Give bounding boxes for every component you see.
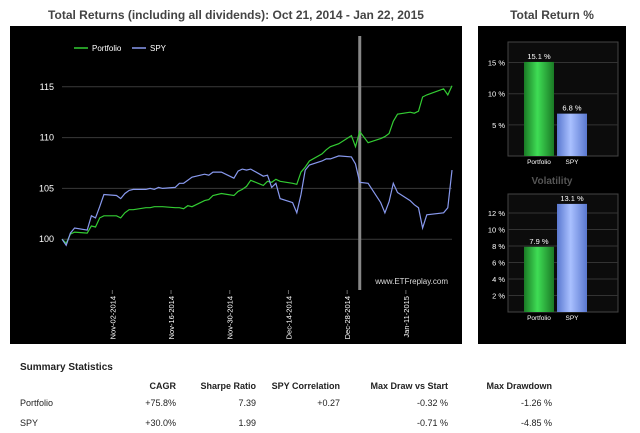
y-tick-label: 10 %	[488, 90, 505, 99]
y-tick-label: 15 %	[488, 59, 505, 68]
watermark-text: www.ETFreplay.com	[374, 277, 448, 286]
y-tick-label: 8 %	[492, 242, 505, 251]
x-tick-label: Nov-30-2014	[226, 296, 235, 339]
bar-value-label: 13.1 %	[560, 194, 584, 203]
cagr-cell: +75.8%	[145, 398, 176, 408]
y-tick-label: 5 %	[492, 121, 505, 130]
series-line-spy	[61, 155, 453, 247]
series-line-portfolio	[61, 85, 453, 245]
correlation-cell: +0.27	[317, 398, 340, 408]
bar-value-label: 7.9 %	[529, 237, 549, 246]
volatility-bar-chart: 2 % 4 % 6 % 8 % 10 % 12 % 7.9 % Portfolio 13.1 %…	[488, 176, 619, 322]
bar-portfolio	[524, 61, 554, 156]
bar-category-label: Portfolio	[527, 159, 551, 166]
bar-spy	[557, 113, 587, 156]
y-tick-label: 105	[39, 183, 54, 193]
total-return-title: Total Return %	[510, 8, 594, 22]
max-draw-vs-start-cell: -0.32 %	[416, 398, 448, 408]
row-name: SPY	[20, 418, 39, 428]
volatility-bar-panel: 2 % 4 % 6 % 8 % 10 % 12 % 7.9 % Portfolio 13.1 %…	[478, 172, 626, 344]
y-tick-label: 4 %	[492, 275, 505, 284]
y-tick-label: 100	[39, 234, 54, 244]
header-cell-sharpe: Sharpe Ratio	[200, 381, 256, 391]
total-return-bar-panel: 5 % 10 % 15 % 15.1 % Portfolio 6.8 % SPY	[478, 26, 626, 172]
max-draw-vs-start-cell: -0.71 %	[416, 418, 448, 428]
sharpe-cell: 1.99	[238, 418, 256, 428]
table-row: SPY +30.0% 1.99 -0.71 % -4.85 %	[10, 413, 552, 433]
legend-label-portfolio: Portfolio	[92, 44, 122, 53]
summary-table: CAGR Sharpe Ratio SPY Correlation Max Dr…	[10, 379, 552, 433]
bar-value-label: 15.1 %	[527, 52, 551, 61]
legend-label-spy: SPY	[150, 44, 167, 53]
bar-value-label: 6.8 %	[562, 104, 582, 113]
sharpe-cell: 7.39	[238, 398, 256, 408]
max-drawdown-cell: -4.85 %	[520, 418, 552, 428]
bar-category-label: SPY	[565, 159, 579, 166]
total-return-bar-chart: 5 % 10 % 15 % 15.1 % Portfolio 6.8 % SPY	[488, 41, 619, 166]
y-tick-label: 12 %	[488, 209, 505, 218]
x-tick-label: Dec-28-2014	[343, 296, 352, 339]
header-cell-cagr: CAGR	[149, 381, 177, 391]
total-returns-chart-panel: 100 105 110 115 Nov-02-2014 Nov-16-2014 Nov-30…	[10, 26, 462, 344]
cagr-cell: +30.0%	[145, 418, 176, 428]
bar-spy	[557, 203, 587, 312]
y-tick-label: 115	[40, 82, 54, 92]
summary-statistics: Summary Statistics CAGR Sharpe Ratio SPY…	[10, 362, 630, 433]
header-cell-max-draw-vs-start: Max Draw vs Start	[370, 381, 448, 391]
y-tick-label: 10 %	[488, 225, 505, 234]
main-chart-title: Total Returns (including all dividends):…	[48, 8, 424, 22]
max-drawdown-cell: -1.26 %	[520, 398, 552, 408]
y-tick-label: 2 %	[492, 291, 505, 300]
x-tick-label: Jan-11-2015	[402, 296, 411, 338]
summary-title: Summary Statistics	[20, 362, 113, 373]
total-returns-line-chart: 100 105 110 115 Nov-02-2014 Nov-16-2014 Nov-30…	[39, 36, 453, 339]
y-tick-label: 110	[40, 133, 54, 143]
bar-portfolio	[524, 246, 554, 312]
correlation-cell	[256, 413, 340, 433]
y-tick-label: 6 %	[492, 258, 505, 267]
row-name: Portfolio	[20, 398, 54, 408]
x-tick-label: Nov-02-2014	[108, 296, 117, 339]
header-cell-correlation: SPY Correlation	[271, 381, 340, 391]
volatility-title: Volatility	[532, 176, 573, 187]
table-row: Portfolio +75.8% 7.39 +0.27 -0.32 % -1.2…	[10, 393, 552, 413]
header-cell-max-drawdown: Max Drawdown	[486, 381, 552, 391]
bar-category-label: SPY	[565, 315, 579, 322]
summary-header-row: CAGR Sharpe Ratio SPY Correlation Max Dr…	[10, 379, 553, 393]
x-tick-label: Nov-16-2014	[167, 296, 176, 339]
bar-category-label: Portfolio	[527, 315, 551, 322]
x-tick-label: Dec-14-2014	[284, 296, 293, 339]
header-cell-name	[10, 379, 116, 393]
